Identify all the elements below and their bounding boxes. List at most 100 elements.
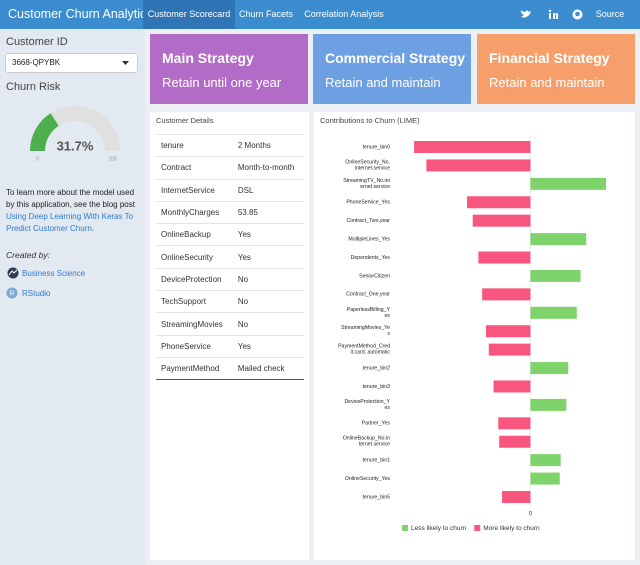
- label-line: StreamingTV_No.int: [343, 178, 390, 184]
- label-line: s: [387, 332, 390, 338]
- info-text: To learn more about the model used by th…: [6, 187, 138, 235]
- bar: [493, 380, 531, 393]
- bar: [530, 472, 560, 485]
- card-title: Financial Strategy: [489, 50, 610, 66]
- cell: Mailed check: [232, 356, 304, 381]
- y-tick-label: StreamingMovies_Ye s: [341, 326, 390, 338]
- y-tick-label: tenure_bin5: [363, 494, 391, 500]
- twitter-icon[interactable]: [520, 9, 532, 20]
- y-tick-label: Contract_One.year: [346, 292, 390, 298]
- label-line: PaymentMethod_Cred: [338, 344, 390, 350]
- legend-swatch: [402, 524, 408, 531]
- bar: [478, 251, 531, 264]
- table-row: OnlineBackup Yes: [156, 223, 304, 246]
- label-line: it.card..automatic: [351, 350, 391, 356]
- panel-title: Contributions to Churn (LIME): [320, 116, 420, 125]
- cell: Yes: [232, 245, 304, 269]
- customer-select[interactable]: 3668-QPYBK: [5, 53, 138, 73]
- y-tick-label: tenure_bin1: [363, 458, 391, 464]
- cell: tenure: [156, 133, 233, 157]
- blog-link[interactable]: Using Deep Learning With Keras To Predic…: [6, 212, 134, 233]
- table-row: OnlineSecurity Yes: [156, 245, 304, 269]
- legend-label: Less likely to churn: [411, 525, 467, 532]
- github-icon[interactable]: [572, 9, 583, 20]
- bar: [482, 288, 531, 301]
- navbar: Customer Churn Analytics Customer Scorec…: [0, 0, 640, 48]
- card-text: Retain until one year: [162, 75, 282, 90]
- author-link[interactable]: Business Science: [22, 269, 86, 278]
- label-line: OnlineBackup_No.in: [343, 436, 390, 442]
- tab[interactable]: Churn Facets: [238, 9, 294, 19]
- bar: [530, 269, 581, 282]
- card-title: Commercial Strategy: [325, 50, 466, 66]
- bar: [499, 435, 531, 448]
- cell: 53.85: [232, 200, 304, 224]
- label: Churn Risk: [6, 81, 61, 93]
- details-table: tenure 2 Months Contract Month-to-month Inte…: [156, 133, 304, 381]
- label-line: PaperlessBilling_Y: [347, 307, 391, 313]
- caret: [122, 61, 129, 65]
- bar: [530, 454, 561, 467]
- cell: DeviceProtection: [156, 267, 233, 291]
- cell: No: [232, 290, 304, 313]
- text: .: [91, 224, 95, 233]
- y-tick-label: SeniorCitizen: [359, 273, 390, 279]
- cell: OnlineBackup: [156, 223, 233, 246]
- panel-title: Customer Details: [156, 116, 214, 125]
- cell: Yes: [232, 334, 304, 358]
- y-tick-label: StreamingTV_No.int ernet.service: [343, 178, 390, 190]
- cell: 2 Months: [232, 133, 304, 157]
- details-panel: Customer Details tenure 2 Months Contract M…: [150, 112, 309, 560]
- linkedin-icon[interactable]: [548, 9, 559, 20]
- y-tick-label: OnlineSecurity_No. internet.service: [345, 160, 390, 172]
- cell: No: [232, 267, 304, 291]
- label-line: ernet.service: [360, 184, 390, 190]
- y-tick-label: MultipleLines_Yes: [348, 236, 390, 242]
- bar: [502, 490, 531, 503]
- cell: TechSupport: [156, 290, 233, 313]
- cell: OnlineSecurity: [156, 245, 233, 269]
- label-line: OnlineSecurity_No.: [345, 160, 390, 166]
- cell: DSL: [232, 178, 304, 202]
- bar: [426, 159, 531, 172]
- legend-swatch: [474, 524, 481, 531]
- card-text: Retain and maintain: [489, 75, 605, 90]
- y-tick-label: tenure_bin3: [363, 384, 391, 390]
- svg-text:R: R: [9, 290, 14, 297]
- bs-icon: [7, 267, 19, 279]
- label: Customer ID: [6, 36, 68, 48]
- label-line: StreamingMovies_Ye: [341, 326, 390, 332]
- label-line: es: [385, 313, 391, 319]
- label-line: es: [385, 405, 391, 411]
- cell: MonthlyCharges: [156, 200, 233, 224]
- bar: [530, 398, 567, 411]
- card-title: Main Strategy: [162, 50, 254, 66]
- strategy-card: Main Strategy Retain until one year: [150, 34, 308, 104]
- bar: [414, 141, 531, 153]
- table-row: PhoneService Yes: [156, 334, 304, 358]
- bar: [467, 196, 531, 209]
- y-tick-label: tenure_bin2: [363, 365, 391, 371]
- table-row: InternetService DSL: [156, 178, 304, 202]
- table-row: MonthlyCharges 53.85: [156, 200, 304, 224]
- y-tick-label: OnlineSecurity_Yes: [345, 476, 390, 482]
- bar: [472, 214, 531, 227]
- strategy-card: Commercial Strategy Retain and maintain: [313, 34, 471, 104]
- bar: [530, 177, 607, 190]
- y-tick-label: PaymentMethod_Cred it.card..automatic: [338, 344, 390, 356]
- author-link[interactable]: RStudio: [22, 289, 51, 298]
- table-row: PaymentMethod Mailed check: [156, 356, 304, 381]
- y-tick-label: Partner_Yes: [362, 421, 391, 427]
- created-by: Created by:: [6, 250, 50, 260]
- y-tick-label: Contract_Two.year: [346, 218, 390, 224]
- strategy-card: Financial Strategy Retain and maintain: [477, 34, 635, 104]
- label-line: ternet.service: [359, 442, 390, 448]
- table-row: StreamingMovies No: [156, 312, 304, 336]
- y-tick-label: DeviceProtection_Y es: [344, 399, 390, 411]
- tab[interactable]: Customer Scorecard: [143, 0, 235, 29]
- tab[interactable]: Correlation Analysis: [304, 9, 384, 19]
- gauge-arc: [30, 113, 59, 151]
- sidebar: Customer ID 3668-QPYBK Churn Risk To lea…: [0, 29, 145, 565]
